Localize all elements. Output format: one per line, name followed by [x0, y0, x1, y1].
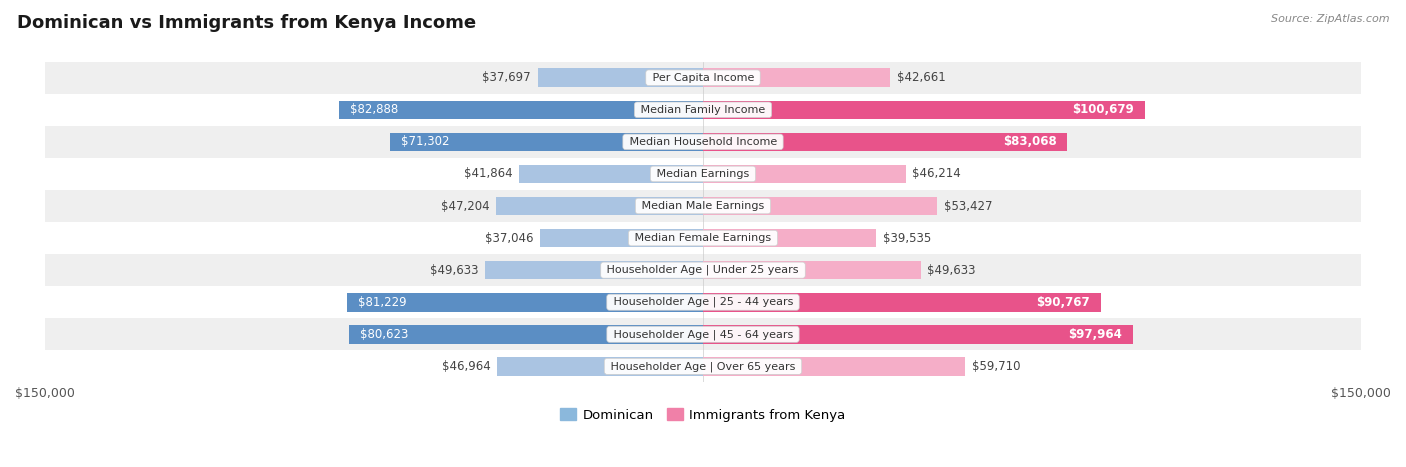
Bar: [45, 190, 1361, 222]
Bar: [496, 357, 703, 375]
Bar: [703, 261, 921, 279]
Bar: [703, 197, 938, 215]
Text: Source: ZipAtlas.com: Source: ZipAtlas.com: [1271, 14, 1389, 24]
Text: $100,679: $100,679: [1071, 103, 1133, 116]
Bar: [703, 165, 905, 183]
Bar: [496, 197, 703, 215]
Bar: [45, 286, 1361, 318]
Text: $81,229: $81,229: [357, 296, 406, 309]
Text: $42,661: $42,661: [897, 71, 945, 84]
Text: Median Earnings: Median Earnings: [654, 169, 752, 179]
Text: $46,964: $46,964: [441, 360, 491, 373]
Text: $59,710: $59,710: [972, 360, 1019, 373]
Text: $37,046: $37,046: [485, 232, 534, 245]
Bar: [485, 261, 703, 279]
Text: $49,633: $49,633: [928, 264, 976, 276]
Text: Householder Age | 45 - 64 years: Householder Age | 45 - 64 years: [610, 329, 796, 340]
Text: Median Female Earnings: Median Female Earnings: [631, 233, 775, 243]
Bar: [45, 62, 1361, 94]
Text: $83,068: $83,068: [1002, 135, 1056, 149]
Bar: [537, 69, 703, 87]
Bar: [45, 222, 1361, 254]
Bar: [45, 158, 1361, 190]
Bar: [703, 357, 965, 375]
Legend: Dominican, Immigrants from Kenya: Dominican, Immigrants from Kenya: [555, 403, 851, 427]
Text: $47,204: $47,204: [440, 199, 489, 212]
Bar: [349, 325, 703, 344]
Bar: [540, 229, 703, 248]
Text: $80,623: $80,623: [360, 328, 409, 341]
Text: Per Capita Income: Per Capita Income: [648, 73, 758, 83]
Text: Median Family Income: Median Family Income: [637, 105, 769, 115]
Text: Householder Age | Over 65 years: Householder Age | Over 65 years: [607, 361, 799, 372]
Bar: [45, 254, 1361, 286]
Text: Dominican vs Immigrants from Kenya Income: Dominican vs Immigrants from Kenya Incom…: [17, 14, 477, 32]
Bar: [347, 293, 703, 311]
Text: $97,964: $97,964: [1069, 328, 1122, 341]
Bar: [45, 94, 1361, 126]
Bar: [703, 325, 1133, 344]
Bar: [339, 100, 703, 119]
Text: Median Male Earnings: Median Male Earnings: [638, 201, 768, 211]
Text: $82,888: $82,888: [350, 103, 398, 116]
Bar: [45, 318, 1361, 350]
Bar: [45, 126, 1361, 158]
Bar: [703, 100, 1144, 119]
Bar: [703, 69, 890, 87]
Text: $37,697: $37,697: [482, 71, 531, 84]
Text: $71,302: $71,302: [401, 135, 450, 149]
Text: $49,633: $49,633: [430, 264, 478, 276]
Text: Householder Age | 25 - 44 years: Householder Age | 25 - 44 years: [610, 297, 796, 307]
Text: Median Household Income: Median Household Income: [626, 137, 780, 147]
Bar: [703, 229, 876, 248]
Text: Householder Age | Under 25 years: Householder Age | Under 25 years: [603, 265, 803, 276]
Bar: [391, 133, 703, 151]
Bar: [519, 165, 703, 183]
Text: $90,767: $90,767: [1036, 296, 1090, 309]
Text: $53,427: $53,427: [943, 199, 993, 212]
Text: $41,864: $41,864: [464, 168, 513, 180]
Bar: [45, 350, 1361, 382]
Bar: [703, 133, 1067, 151]
Bar: [703, 293, 1101, 311]
Text: $46,214: $46,214: [912, 168, 962, 180]
Text: $39,535: $39,535: [883, 232, 931, 245]
